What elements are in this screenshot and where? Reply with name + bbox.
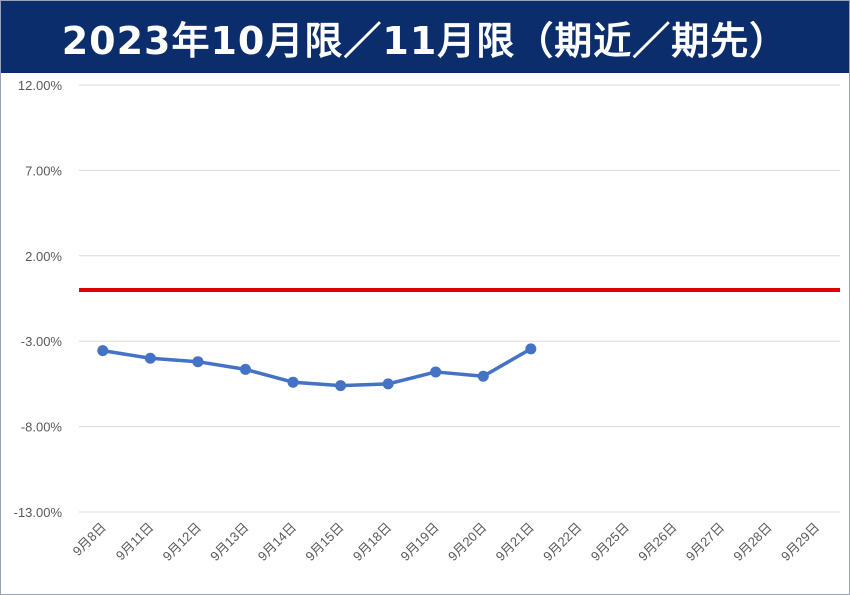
x-tick-label: 9月13日 — [207, 520, 251, 564]
data-point — [287, 376, 299, 388]
y-tick-label: -13.00% — [14, 505, 63, 520]
data-point — [239, 363, 251, 375]
x-tick-label: 9月12日 — [160, 520, 204, 564]
x-tick-label: 9月14日 — [255, 520, 299, 564]
data-point — [144, 352, 156, 364]
y-tick-label: 12.00% — [18, 78, 63, 93]
x-tick-label: 9月26日 — [635, 520, 679, 564]
x-tick-label: 9月25日 — [588, 520, 632, 564]
x-tick-label: 9月28日 — [730, 520, 774, 564]
x-tick-label: 9月20日 — [445, 520, 489, 564]
data-point — [335, 380, 347, 392]
x-tick-label: 9月27日 — [683, 520, 727, 564]
y-tick-label: -3.00% — [21, 334, 63, 349]
y-tick-label: 2.00% — [25, 249, 62, 264]
data-point — [97, 345, 109, 357]
x-tick-label: 9月29日 — [778, 520, 822, 564]
data-point — [525, 343, 537, 355]
data-point — [430, 366, 442, 378]
x-tick-label: 9月22日 — [540, 520, 584, 564]
x-tick-label: 9月8日 — [70, 520, 109, 559]
series-line — [101, 347, 533, 388]
x-tick-label: 9月15日 — [302, 520, 346, 564]
data-point — [382, 378, 394, 390]
x-tick-label: 9月11日 — [113, 520, 157, 564]
data-point — [192, 356, 204, 368]
chart-title: 2023年10月限／11月限（期近／期先） — [61, 18, 789, 63]
title-banner: 2023年10月限／11月限（期近／期先） — [1, 1, 849, 73]
y-tick-label: -8.00% — [21, 420, 63, 435]
data-point — [477, 370, 489, 382]
y-tick-label: 7.00% — [25, 163, 62, 178]
x-tick-label: 9月21日 — [493, 520, 537, 564]
x-tick-label: 9月19日 — [398, 520, 442, 564]
x-tick-label: 9月18日 — [350, 520, 394, 564]
